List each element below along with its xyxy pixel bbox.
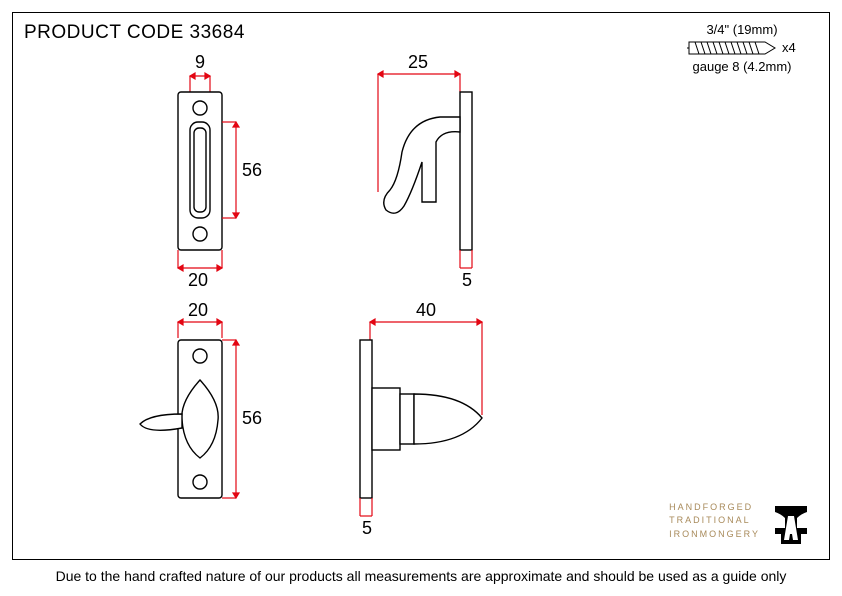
dim-turn-base: 5 (362, 518, 372, 538)
footer-disclaimer: Due to the hand crafted nature of our pr… (0, 568, 842, 584)
brand-line2: Traditional (669, 514, 760, 528)
dim-plate-width-1: 20 (188, 270, 208, 290)
brand-tagline: Handforged Traditional Ironmongery (669, 501, 760, 542)
drawing-top-right-hook: 25 5 (350, 62, 550, 292)
screw-gauge-label: gauge 8 (4.2mm) (672, 59, 812, 74)
dim-plate-width-2: 20 (188, 300, 208, 320)
drawing-top-left-plate: 9 56 20 (140, 70, 300, 300)
product-code-label: PRODUCT CODE 33684 (24, 22, 245, 44)
drawing-bottom-left-turn: 20 56 (120, 310, 320, 540)
dim-plate-height-2: 56 (242, 408, 262, 428)
dim-turn-depth: 40 (416, 300, 436, 320)
anvil-a-icon (770, 496, 812, 546)
dim-hook-depth: 25 (408, 52, 428, 72)
screw-icon: x4 (687, 38, 797, 58)
drawing-bottom-right-turn: 40 5 (342, 310, 562, 540)
dim-slot-width: 9 (195, 52, 205, 72)
screw-size-label: 3/4" (19mm) (672, 22, 812, 37)
brand-logo-block: Handforged Traditional Ironmongery (669, 496, 812, 546)
brand-line3: Ironmongery (669, 528, 760, 542)
dim-plate-height-1: 56 (242, 160, 262, 180)
screw-spec-block: 3/4" (19mm) x4 gauge 8 (4.2mm) (672, 22, 812, 74)
dim-hook-base: 5 (462, 270, 472, 290)
brand-line1: Handforged (669, 501, 760, 515)
screw-qty-label: x4 (782, 40, 796, 55)
